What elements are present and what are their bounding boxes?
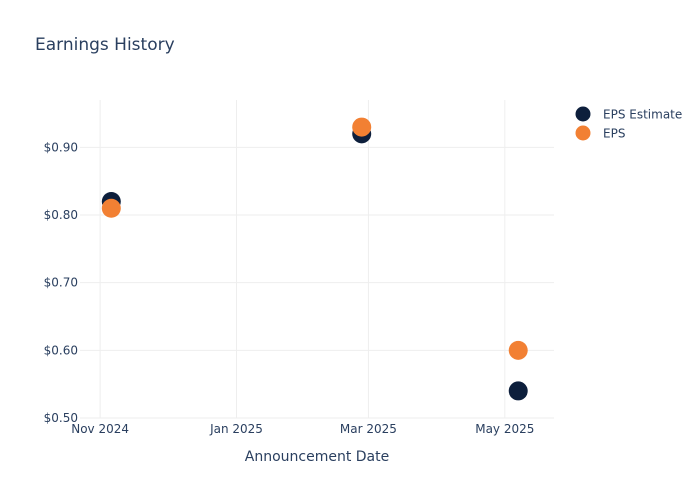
x-tick-label: Mar 2025: [340, 422, 397, 436]
y-tick-label: $0.60: [44, 343, 78, 357]
legend-item-eps[interactable]: EPS: [575, 125, 626, 141]
x-tick-label: Nov 2024: [71, 422, 129, 436]
x-tick-label: May 2025: [475, 422, 534, 436]
chart-title: Earnings History: [35, 35, 175, 55]
y-tick-label: $0.70: [44, 276, 78, 290]
y-tick-label: $0.50: [44, 411, 78, 425]
y-tick-label: $0.90: [44, 140, 78, 154]
legend-marker: [575, 106, 591, 122]
x-tick-label: Jan 2025: [209, 422, 263, 436]
y-tick-label: $0.80: [44, 208, 78, 222]
x-axis-ticks: Nov 2024 Jan 2025 Mar 2025 May 2025: [71, 422, 534, 436]
grid-layer: [80, 100, 554, 419]
legend[interactable]: EPS Estimate EPS: [575, 106, 683, 141]
x-axis-label: Announcement Date: [245, 449, 389, 465]
eps-estimate-point[interactable]: [508, 381, 528, 401]
y-axis-ticks: $0.50 $0.60 $0.70 $0.80 $0.90: [44, 140, 78, 425]
legend-label: EPS: [603, 127, 625, 141]
legend-marker: [575, 125, 591, 141]
data-points: [101, 117, 528, 401]
legend-label: EPS Estimate: [603, 108, 682, 122]
eps-point[interactable]: [508, 340, 528, 360]
legend-item-eps-estimate[interactable]: EPS Estimate: [575, 106, 683, 122]
eps-point[interactable]: [101, 198, 121, 218]
eps-point[interactable]: [352, 117, 372, 137]
